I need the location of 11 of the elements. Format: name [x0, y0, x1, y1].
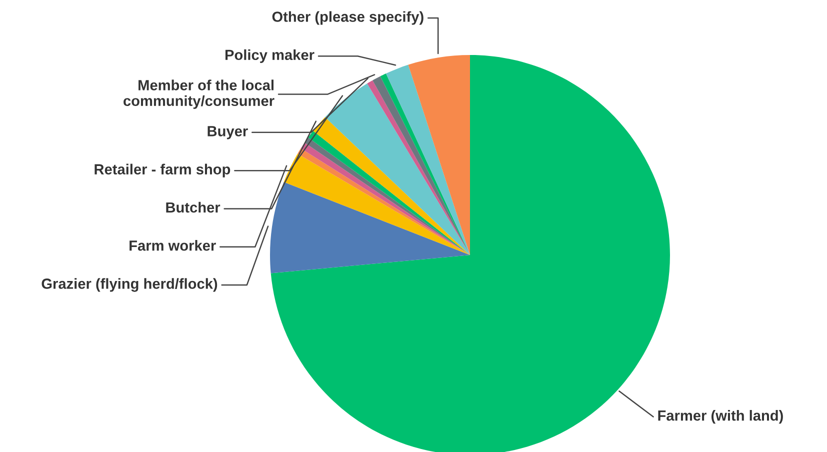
pie-slice	[270, 182, 470, 274]
slice-label: Grazier (flying herd/flock)	[42, 278, 218, 292]
pie-slice	[408, 55, 470, 255]
slice-label: Farm worker	[130, 240, 216, 251]
slice-label: Member of the local community/consumer	[124, 80, 274, 109]
slice-label: Butcher	[166, 202, 220, 213]
slice-label: Policy maker	[225, 49, 314, 63]
slice-label: Buyer	[208, 126, 248, 140]
slice-label: Other (please specify)	[272, 11, 424, 25]
slice-label: Retailer - farm shop	[94, 164, 230, 178]
slice-label: Farmer (with land)	[658, 410, 783, 424]
